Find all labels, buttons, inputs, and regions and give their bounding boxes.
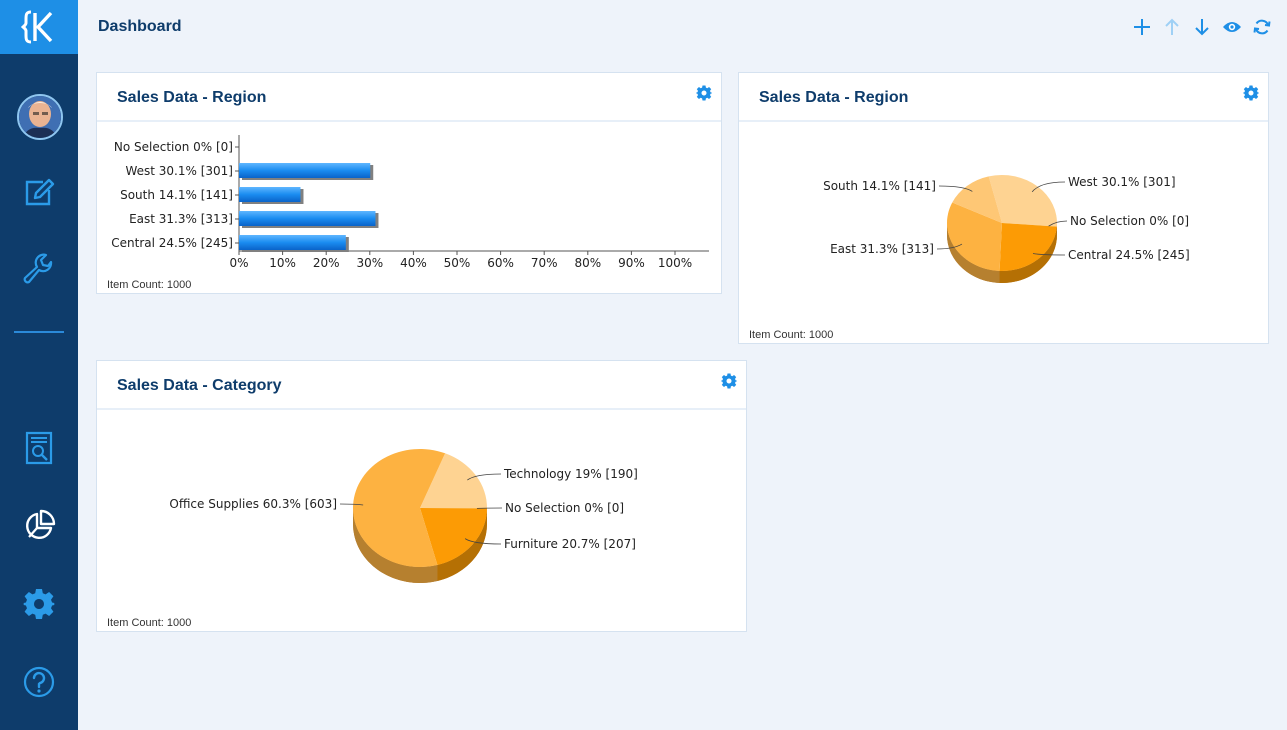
pie-leader-line: [1048, 220, 1068, 227]
panel-title: Sales Data - Region: [117, 89, 267, 106]
bar-chart: No Selection 0% [0] West 30.1% [301] South…: [111, 135, 709, 270]
sales-region-pie-panel: Sales Data - Region West 30.1% [301] No S…: [738, 72, 1269, 344]
pie-slice-label: No Selection 0% [0]: [505, 501, 624, 515]
pie-slice: [947, 202, 1002, 271]
arrow-down-icon[interactable]: [1191, 15, 1213, 39]
pie-slice-label: East 31.3% [313]: [830, 242, 934, 256]
pie-slice-side: [353, 508, 438, 583]
x-tick-label: 30%: [356, 256, 383, 270]
pie-leader-line: [1031, 181, 1066, 193]
bar-category-label: West 30.1% [301]: [125, 164, 233, 178]
pie-slice: [999, 223, 1057, 271]
pie-slice-side: [947, 223, 1000, 283]
pie-slice: [420, 508, 487, 565]
x-tick-label: 40%: [400, 256, 427, 270]
plus-icon[interactable]: [1131, 15, 1153, 39]
pie-slice-label: Technology 19% [190]: [503, 467, 638, 481]
x-tick-label: 0%: [229, 256, 248, 270]
panel-header: Sales Data - Region: [97, 73, 721, 122]
bar: [239, 211, 376, 226]
avatar[interactable]: [17, 94, 63, 140]
settings-gear-icon[interactable]: [0, 580, 78, 628]
pie-leader-line: [467, 473, 502, 481]
arrow-up-icon[interactable]: [1161, 15, 1183, 39]
help-icon[interactable]: [0, 658, 78, 706]
bar-category-label: South 14.1% [141]: [120, 188, 233, 202]
x-tick-label: 100%: [658, 256, 692, 270]
panel-settings-gear-icon[interactable]: [721, 373, 737, 389]
pie-slice: [352, 449, 446, 567]
bar: [239, 163, 371, 178]
panel-settings-gear-icon[interactable]: [1243, 85, 1259, 101]
panel-settings-gear-icon[interactable]: [696, 85, 712, 101]
pie-leader-line: [464, 538, 502, 545]
edit-icon[interactable]: [0, 168, 78, 216]
pie-slice-label: Furniture 20.7% [207]: [504, 537, 636, 551]
refresh-icon[interactable]: [1251, 15, 1273, 39]
pie-leader-line: [936, 243, 963, 250]
pie-slice-side: [437, 508, 487, 581]
pie-slice-label: South 14.1% [141]: [823, 179, 936, 193]
pie-chart-icon[interactable]: [0, 502, 78, 550]
category-pie-chart: Technology 19% [190] No Selection 0% [0] F…: [169, 449, 638, 583]
panel-header: Sales Data - Region: [739, 73, 1268, 122]
sidebar: [0, 0, 78, 730]
x-tick-label: 10%: [269, 256, 296, 270]
bar-category-label: Central 24.5% [245]: [111, 236, 233, 250]
pie-slice: [420, 453, 487, 509]
panel-title: Sales Data - Category: [117, 377, 282, 394]
report-search-icon[interactable]: [0, 424, 78, 472]
logo-icon[interactable]: [0, 0, 78, 54]
pie-leader-line: [938, 185, 973, 192]
panel-header: Sales Data - Category: [97, 361, 746, 410]
pie-slice-label: No Selection 0% [0]: [1070, 214, 1189, 228]
panel-title: Sales Data - Region: [759, 89, 909, 106]
x-tick-label: 60%: [487, 256, 514, 270]
item-count: Item Count: 1000: [107, 279, 192, 291]
bar: [239, 187, 301, 202]
pie-slice-label: West 30.1% [301]: [1068, 175, 1176, 189]
item-count: Item Count: 1000: [107, 617, 192, 629]
item-count: Item Count: 1000: [749, 329, 834, 341]
sales-category-pie-panel: Sales Data - Category Technology 19% [19…: [96, 360, 747, 632]
sales-region-bar-panel: Sales Data - Region No Selection 0% [0] W…: [96, 72, 722, 294]
bar: [239, 235, 346, 250]
page-title: Dashboard: [98, 18, 182, 35]
x-tick-label: 80%: [574, 256, 601, 270]
pie-leader-line: [339, 503, 364, 506]
toolbar: [1131, 15, 1273, 39]
x-tick-label: 70%: [531, 256, 558, 270]
pie-slice-label: Office Supplies 60.3% [603]: [169, 497, 337, 511]
pie-slice: [988, 175, 1057, 227]
sidebar-divider: [14, 331, 64, 333]
pie-leader-line: [1032, 253, 1066, 256]
bar-category-label: No Selection 0% [0]: [114, 140, 233, 154]
bar-category-label: East 31.3% [313]: [129, 212, 233, 226]
eye-icon[interactable]: [1221, 15, 1243, 39]
x-tick-label: 20%: [313, 256, 340, 270]
wrench-icon[interactable]: [0, 246, 78, 294]
pie-slice-label: Central 24.5% [245]: [1068, 248, 1190, 262]
region-pie-chart: West 30.1% [301] No Selection 0% [0] Centr…: [823, 175, 1190, 283]
x-tick-label: 50%: [444, 256, 471, 270]
x-tick-label: 90%: [618, 256, 645, 270]
